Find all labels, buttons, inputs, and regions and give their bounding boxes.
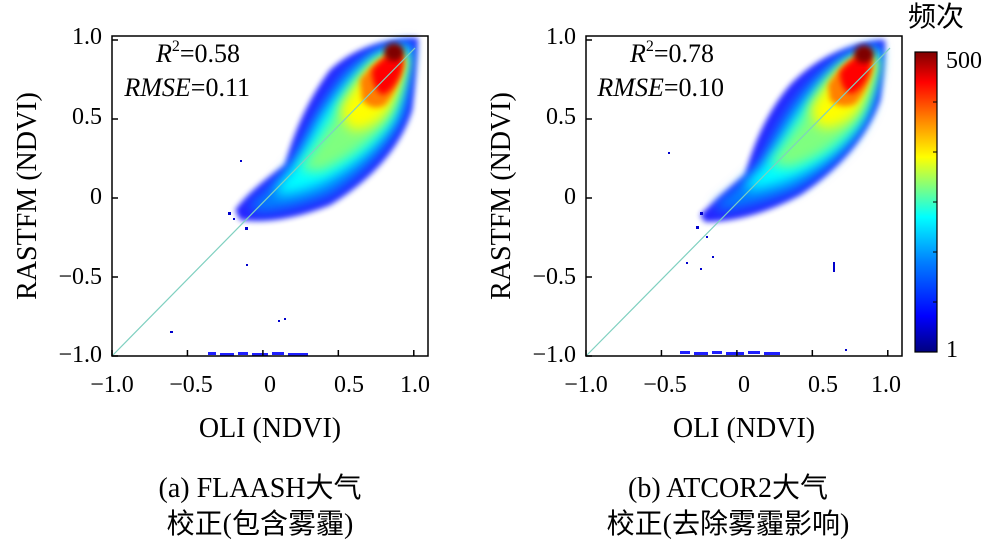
x-tick-label: −0.5 <box>643 372 687 398</box>
y-tick-label: 0 <box>90 184 102 210</box>
y-tick-label: 1.0 <box>72 24 102 50</box>
y-axis-label: RASTFM (NDVI) <box>12 92 43 300</box>
panel-a: 1.0 0.5 0 −0.5 −1.0 −1.0 −0.5 0 0.5 1.0 … <box>12 24 430 540</box>
r2-symbol: R <box>155 39 172 68</box>
colorbar-title: 频次 <box>908 1 964 33</box>
panel-a-frame <box>111 35 429 357</box>
panel-b: 1.0 0.5 0 −0.5 −1.0 −1.0 −0.5 0 0.5 1.0 … <box>486 24 903 540</box>
r2-value: =0.78 <box>654 39 714 68</box>
y-tick-label: 0 <box>564 184 576 210</box>
caption-line-2: 校正(包含雾霾) <box>167 508 354 540</box>
caption-line-1: (b) ATCOR2大气 <box>628 472 828 504</box>
rmse-annotation: RMSE=0.11 <box>123 73 250 102</box>
y-tick-label: 1.0 <box>546 24 576 50</box>
caption-line-1: (a) FLAASH大气 <box>159 472 362 504</box>
caption-line-2: 校正(去除雾霾影响) <box>607 508 850 540</box>
y-tick-label: 0.5 <box>72 104 102 130</box>
r2-superscript: 2 <box>172 38 180 55</box>
rmse-value: =0.10 <box>664 73 724 102</box>
x-axis-label: OLI (NDVI) <box>673 413 815 444</box>
x-tick-label: −1.0 <box>564 372 608 398</box>
colorbar-min-label: 1 <box>946 337 958 363</box>
x-tick-label: 0.5 <box>808 372 838 398</box>
colorbar: 频次 500 1 <box>908 1 982 363</box>
y-tick-label: 0.5 <box>546 104 576 130</box>
x-tick-label: −0.5 <box>169 372 213 398</box>
panel-a-diagonal <box>111 47 416 357</box>
x-tick-label: 1.0 <box>871 372 901 398</box>
y-axis-label: RASTFM (NDVI) <box>486 92 517 300</box>
r2-value: =0.58 <box>180 39 240 68</box>
rmse-symbol: RMSE <box>123 73 191 102</box>
rmse-annotation: RMSE=0.10 <box>596 73 724 102</box>
y-tick-label: −0.5 <box>532 264 576 290</box>
r2-annotation: R2=0.58 <box>155 38 240 68</box>
x-axis-label: OLI (NDVI) <box>199 413 341 444</box>
panel-b-density <box>668 40 885 355</box>
x-tick-label: 0 <box>738 372 750 398</box>
x-tick-label: 0.5 <box>334 372 364 398</box>
r2-superscript: 2 <box>646 38 654 55</box>
rmse-value: =0.11 <box>191 73 250 102</box>
y-tick-label: −1.0 <box>532 342 576 368</box>
y-tick-label: −0.5 <box>58 264 102 290</box>
panel-b-frame <box>585 35 903 357</box>
panel-b-diagonal <box>585 47 891 357</box>
x-tick-label: −1.0 <box>90 372 134 398</box>
colorbar-max-label: 500 <box>946 48 982 74</box>
x-tick-label: 1.0 <box>400 372 430 398</box>
rmse-symbol: RMSE <box>596 73 664 102</box>
y-tick-label: −1.0 <box>58 342 102 368</box>
r2-symbol: R <box>629 39 646 68</box>
r2-annotation: R2=0.78 <box>629 38 714 68</box>
x-tick-label: 0 <box>264 372 276 398</box>
